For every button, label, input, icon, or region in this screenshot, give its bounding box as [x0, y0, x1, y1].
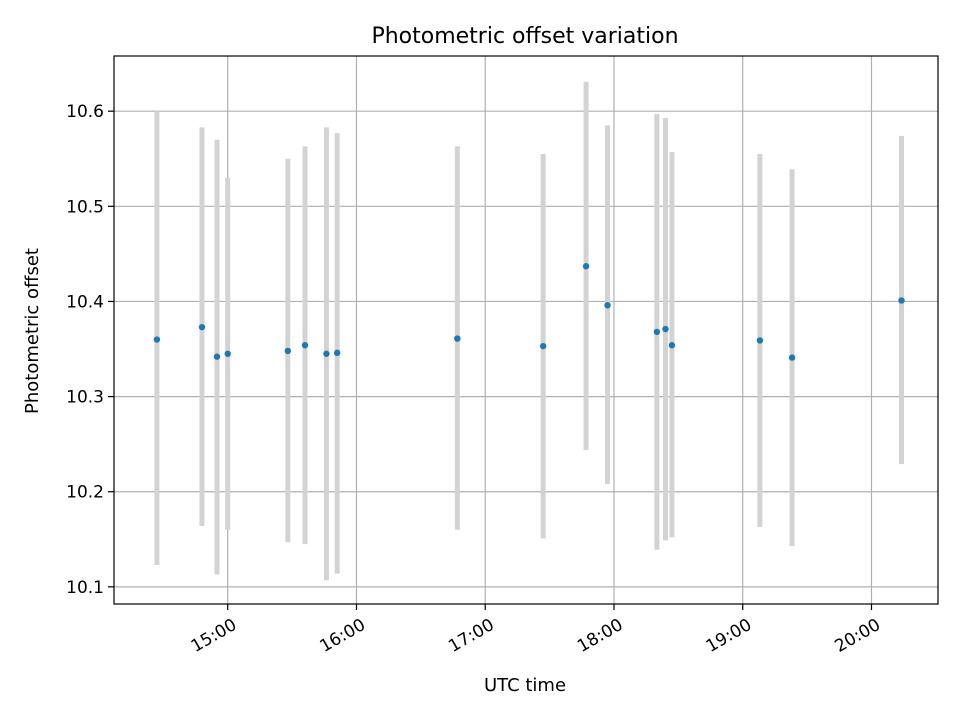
y-tick-label: 10.6 [66, 102, 104, 122]
data-points [153, 263, 905, 361]
data-point [213, 353, 221, 360]
chart-title: Photometric offset variation [371, 24, 678, 49]
y-axis-label: Photometric offset [22, 248, 43, 414]
data-point [756, 337, 764, 344]
data-point [653, 328, 661, 336]
plot-frame [113, 55, 939, 605]
data-point [284, 347, 292, 355]
y-tick-label: 10.5 [66, 197, 104, 217]
x-axis-label: UTC time [484, 675, 566, 696]
data-point [898, 297, 905, 304]
data-point [333, 349, 341, 357]
y-tick-label: 10.3 [66, 388, 104, 408]
y-tick-label: 10.4 [66, 292, 104, 312]
data-point [454, 335, 461, 342]
data-point [788, 354, 796, 361]
data-point [301, 342, 309, 349]
data-point [224, 350, 231, 357]
grid [114, 56, 938, 604]
data-point [604, 302, 611, 309]
data-point [582, 263, 590, 270]
data-point [198, 323, 206, 331]
data-point [153, 336, 161, 343]
y-tick-label: 10.2 [66, 483, 104, 503]
data-point [662, 325, 669, 333]
y-tick-label: 10.1 [66, 578, 104, 598]
data-point [323, 350, 330, 357]
data-point [668, 342, 676, 349]
data-point [539, 342, 547, 350]
